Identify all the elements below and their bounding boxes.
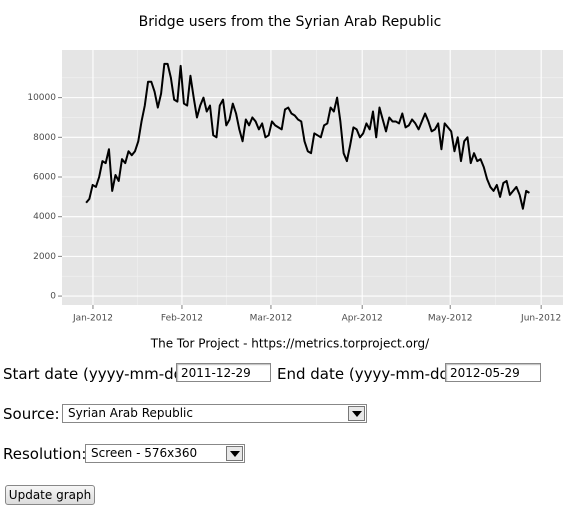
x-tick-label: Feb-2012 [161, 314, 203, 324]
end-label: End date (yyyy-mm-dd): [277, 365, 460, 383]
y-tick-label: 6000 [33, 173, 56, 183]
x-tick-label: Jan-2012 [72, 314, 113, 324]
resolution-label: Resolution: [3, 445, 87, 463]
chart-title: Bridge users from the Syrian Arab Republ… [139, 14, 442, 30]
caption: The Tor Project - https://metrics.torpro… [150, 337, 430, 351]
start-input[interactable]: 2011-12-29 [176, 363, 271, 382]
start-label: Start date (yyyy-mm-dd): [3, 365, 195, 383]
resolution-value: Screen - 576x360 [91, 446, 198, 460]
end-input[interactable]: 2012-05-29 [445, 363, 541, 382]
y-tick-label: 0 [50, 292, 56, 302]
dropdown-arrow [226, 446, 243, 461]
dropdown-arrow [348, 406, 365, 421]
y-tick-label: 4000 [33, 212, 56, 222]
source-select[interactable]: Syrian Arab Republic [62, 404, 367, 423]
source-label: Source: [3, 405, 60, 423]
x-tick-label: Jun-2012 [520, 314, 561, 324]
resolution-select[interactable]: Screen - 576x360 [85, 444, 245, 463]
data-line [85, 62, 530, 210]
y-tick-label: 10000 [27, 93, 56, 103]
update-button[interactable]: Update graph [5, 485, 95, 505]
x-tick-label: May-2012 [428, 314, 473, 324]
x-tick-label: Apr-2012 [342, 314, 383, 324]
y-tick-label: 2000 [33, 252, 56, 262]
source-value: Syrian Arab Republic [68, 406, 193, 420]
y-tick-label: 8000 [33, 133, 56, 143]
x-tick-label: Mar-2012 [250, 314, 293, 324]
grid [62, 50, 563, 305]
chart: Bridge users from the Syrian Arab Republ… [27, 14, 563, 351]
